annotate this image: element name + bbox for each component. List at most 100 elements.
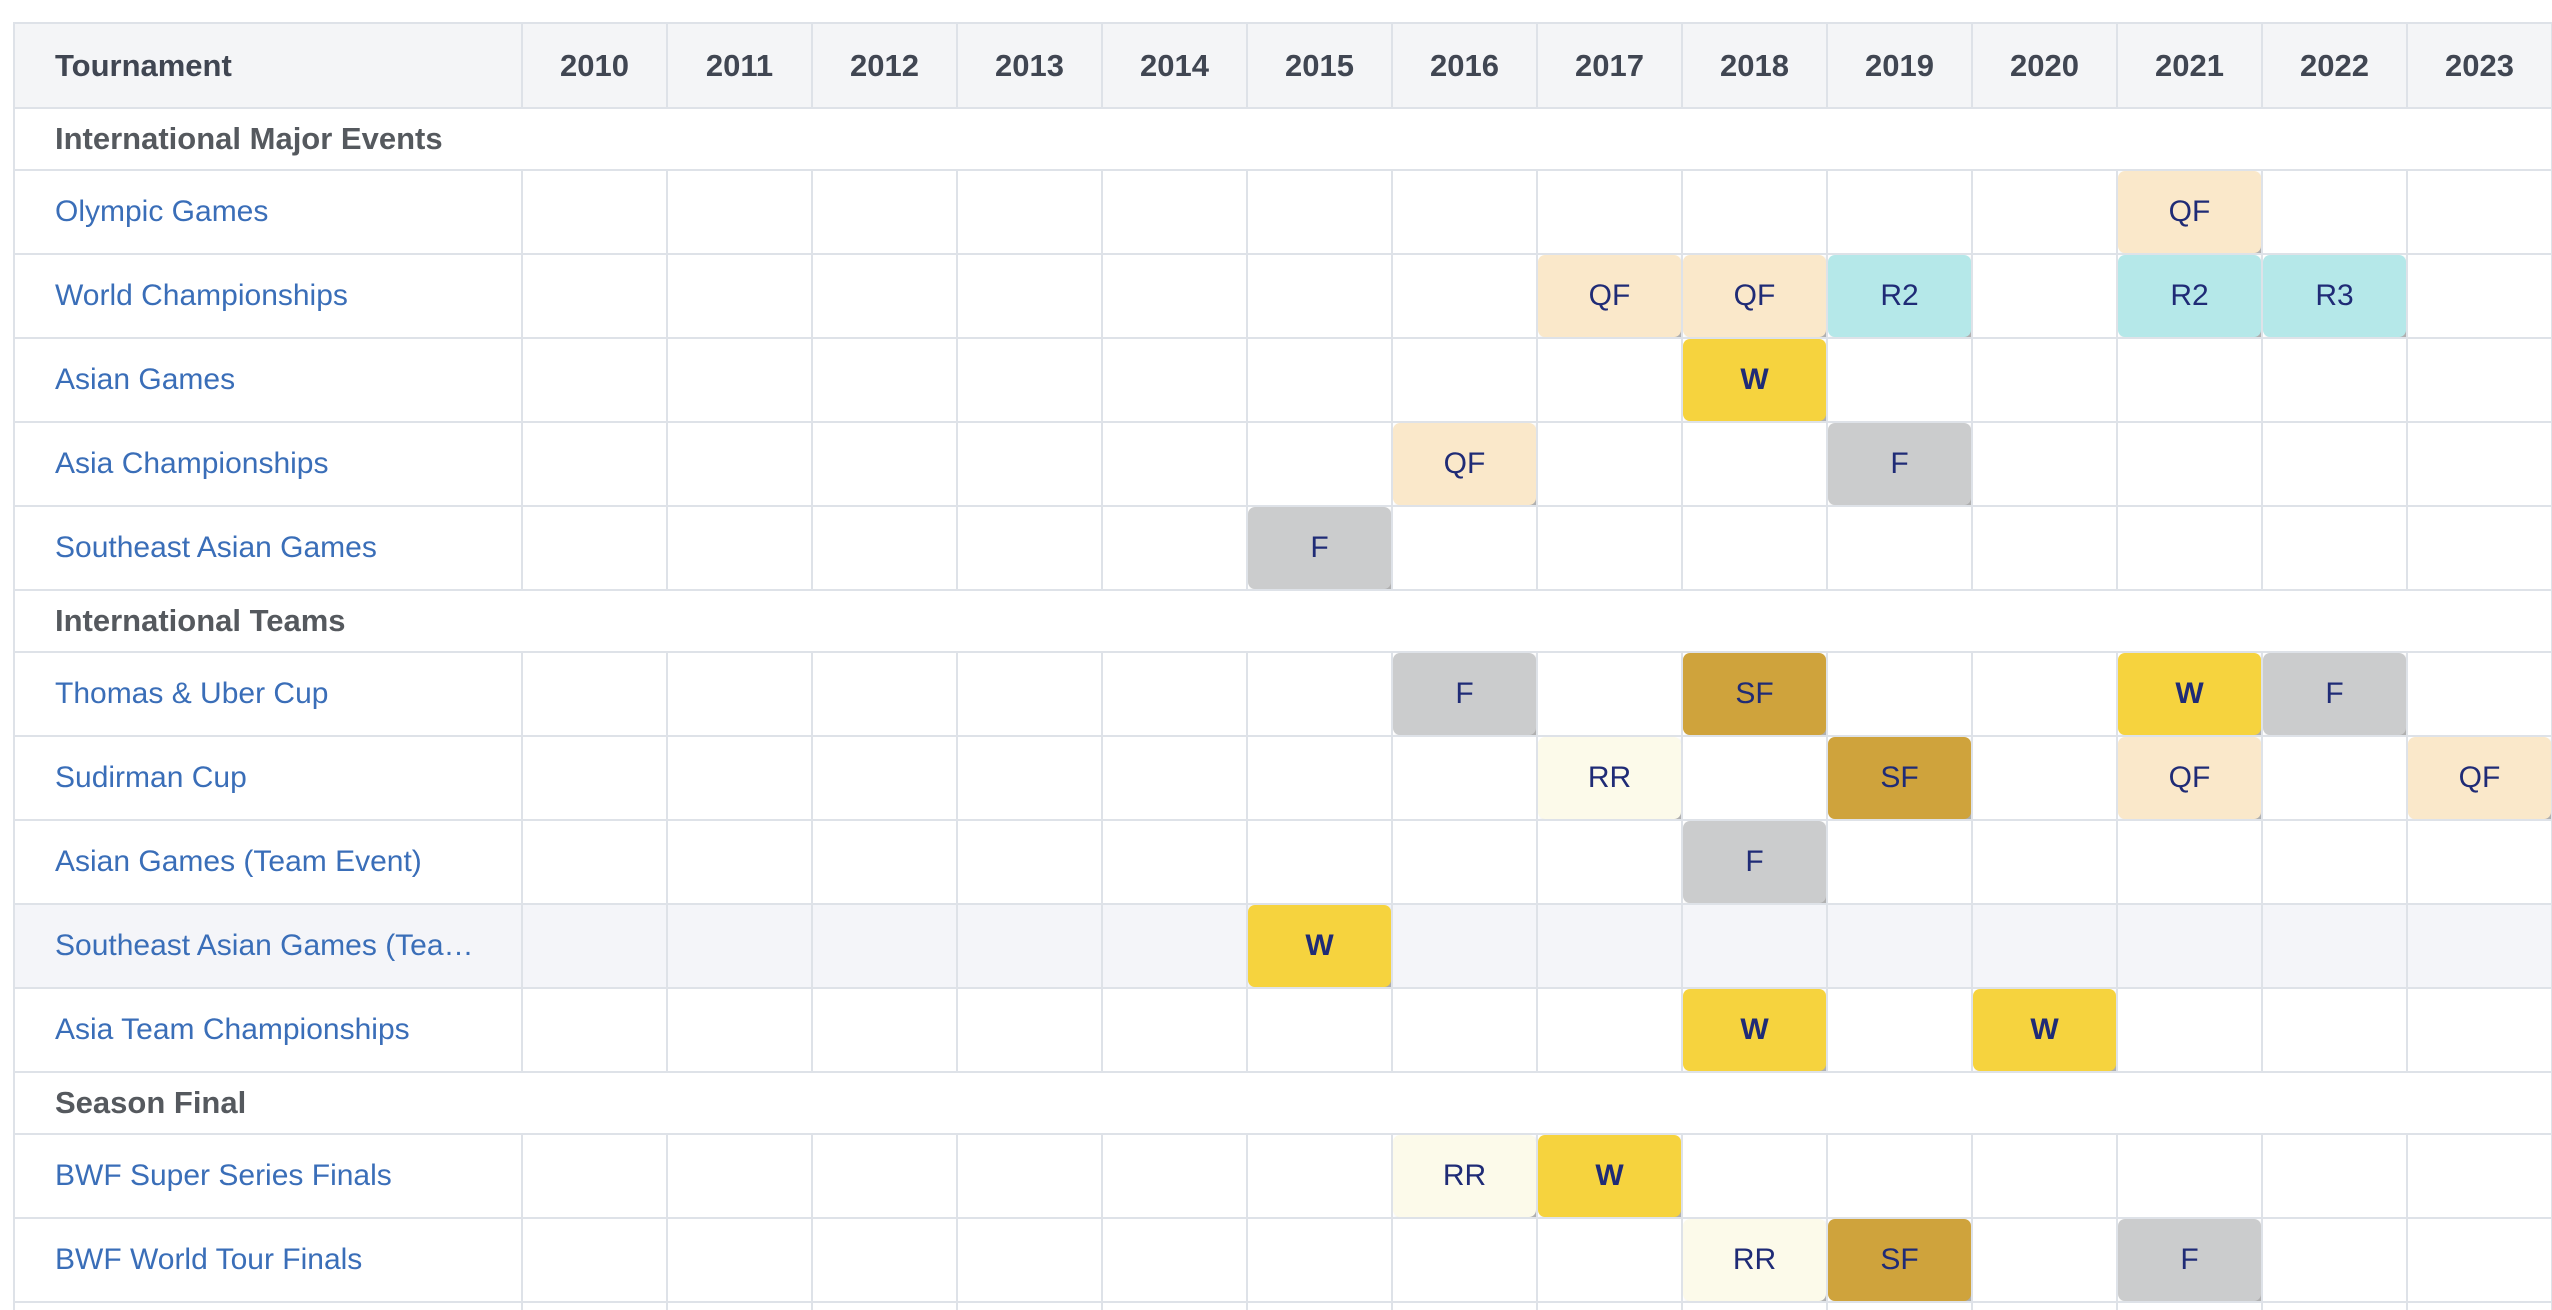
table-row: Asian Games (Team Event) F	[13, 819, 2552, 905]
tournament-link[interactable]: BWF Super Series Finals	[55, 1159, 392, 1192]
tournament-link[interactable]: Olympic Games	[55, 195, 269, 228]
year-cell	[2406, 337, 2552, 423]
result-badge: SF	[1828, 1219, 1971, 1301]
year-cell	[1391, 819, 1538, 905]
year-cell	[1536, 903, 1683, 989]
year-cell	[1246, 421, 1393, 507]
year-cell	[1391, 735, 1538, 821]
year-cell	[1536, 987, 1683, 1073]
year-cell	[811, 903, 958, 989]
tournament-link[interactable]: BWF World Tour Finals	[55, 1243, 363, 1276]
year-cell	[1826, 169, 1973, 255]
tournament-link[interactable]: Asian Games (Team Event)	[55, 845, 422, 878]
header-row: Tournament 2010 2011 2012 2013 2014 2015 2016 2…	[13, 22, 2552, 109]
year-cell	[521, 819, 668, 905]
year-cell	[2261, 1301, 2408, 1310]
year-cell	[2406, 1133, 2552, 1219]
year-cell	[956, 421, 1103, 507]
year-cell	[956, 505, 1103, 591]
year-cell	[2406, 987, 2552, 1073]
year-cell-result: QF	[1536, 253, 1683, 339]
year-cell-result: F	[2261, 651, 2408, 737]
result-badge: QF	[2118, 171, 2261, 253]
year-cell	[521, 337, 668, 423]
result-badge: W	[1973, 989, 2116, 1071]
year-cell	[666, 1217, 813, 1303]
section-row: International Major Events	[13, 107, 2552, 171]
year-cell-result: SF	[1826, 1217, 1973, 1303]
year-cell	[2116, 337, 2263, 423]
year-cell	[521, 651, 668, 737]
section-header: International Major Events	[13, 107, 2552, 171]
year-cell	[521, 421, 668, 507]
result-badge: F	[2118, 1219, 2261, 1301]
year-cell	[811, 987, 958, 1073]
result-badge: SF	[1683, 653, 1826, 735]
tournament-link[interactable]: Asia Championships	[55, 447, 329, 480]
year-cell	[2261, 987, 2408, 1073]
year-cell	[1681, 1301, 1828, 1310]
year-cell	[811, 253, 958, 339]
tournament-link[interactable]: Thomas & Uber Cup	[55, 677, 329, 710]
year-cell	[666, 819, 813, 905]
result-badge: RR	[1683, 1219, 1826, 1301]
year-cell	[1391, 903, 1538, 989]
year-cell	[1826, 1133, 1973, 1219]
column-header-year-2020: 2020	[1971, 22, 2118, 109]
result-badge: QF	[2118, 737, 2261, 819]
column-header-year-2023: 2023	[2406, 22, 2552, 109]
section-header: International Teams	[13, 589, 2552, 653]
year-cell-result: QF	[2116, 169, 2263, 255]
year-cell	[1246, 1301, 1393, 1310]
year-cell-result: QF	[1391, 421, 1538, 507]
year-cell	[1536, 819, 1683, 905]
year-cell	[1681, 505, 1828, 591]
year-cell	[1681, 169, 1828, 255]
year-cell	[1826, 987, 1973, 1073]
year-cell	[811, 1217, 958, 1303]
year-cell	[1391, 505, 1538, 591]
year-cell	[1971, 903, 2118, 989]
tournament-link[interactable]: Sudirman Cup	[55, 761, 247, 794]
tournament-link[interactable]: Asian Games	[55, 363, 236, 396]
year-cell	[1101, 1301, 1248, 1310]
tournament-link[interactable]: Southeast Asian Games	[55, 531, 377, 564]
year-cell	[1246, 735, 1393, 821]
result-badge: RR	[1538, 737, 1681, 819]
year-cell	[1971, 735, 2118, 821]
year-cell	[1101, 421, 1248, 507]
tournament-cell: Sudirman Cup	[13, 735, 523, 821]
year-cell	[1246, 1217, 1393, 1303]
year-cell	[956, 1133, 1103, 1219]
year-cell	[1681, 735, 1828, 821]
tournament-link[interactable]: Southeast Asian Games (Tea…	[55, 929, 474, 962]
tournament-link[interactable]: Asia Team Championships	[55, 1013, 410, 1046]
year-cell	[811, 169, 958, 255]
year-cell	[521, 253, 668, 339]
year-cell	[1246, 651, 1393, 737]
year-cell	[521, 903, 668, 989]
result-badge: QF	[1393, 423, 1536, 505]
result-badge: SF	[1828, 737, 1971, 819]
year-cell-result: SF	[1826, 735, 1973, 821]
year-cell	[2116, 1301, 2263, 1310]
table-row: Southeast Asian Games (Tea… W	[13, 903, 2552, 989]
year-cell	[1101, 819, 1248, 905]
year-cell	[1826, 819, 1973, 905]
year-cell	[1826, 337, 1973, 423]
tournament-link[interactable]: World Championships	[55, 279, 348, 312]
year-cell-result: RR	[1681, 1217, 1828, 1303]
year-cell	[1971, 253, 2118, 339]
tournament-cell: Southeast Asian Games (Tea…	[13, 903, 523, 989]
year-cell-result: RR	[1391, 1133, 1538, 1219]
year-cell	[2261, 1133, 2408, 1219]
year-cell	[2406, 253, 2552, 339]
result-badge: F	[1248, 507, 1391, 589]
table-row: Sudirman Cup RR SF QF QF	[13, 735, 2552, 821]
column-header-year-2014: 2014	[1101, 22, 1248, 109]
partial-row	[13, 1301, 2552, 1310]
table-row: Asia Championships QF F	[13, 421, 2552, 507]
table-row: Southeast Asian Games F	[13, 505, 2552, 591]
year-cell	[1391, 337, 1538, 423]
tournament-cell: World Championships	[13, 253, 523, 339]
